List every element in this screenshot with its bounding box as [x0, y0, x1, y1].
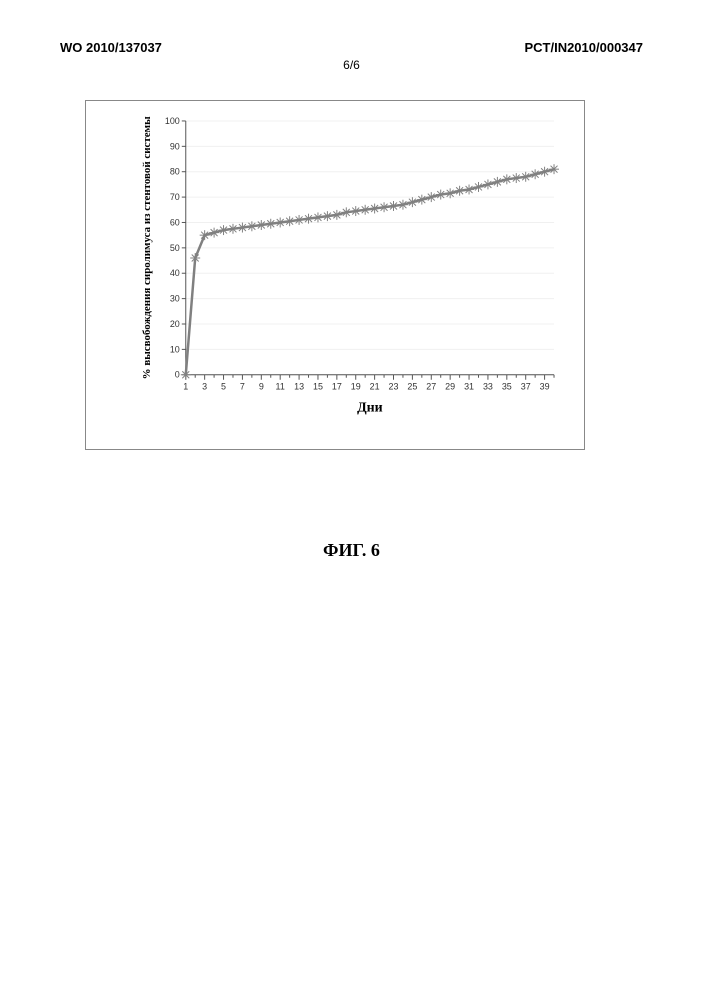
svg-text:90: 90	[170, 141, 180, 151]
svg-text:11: 11	[276, 382, 285, 392]
svg-text:13: 13	[294, 382, 304, 392]
svg-text:29: 29	[445, 382, 455, 392]
svg-text:9: 9	[259, 382, 264, 392]
svg-text:33: 33	[483, 382, 493, 392]
svg-text:30: 30	[170, 294, 180, 304]
svg-text:20: 20	[170, 319, 180, 329]
svg-text:50: 50	[170, 243, 180, 253]
header-left: WO 2010/137037	[60, 40, 162, 55]
svg-text:15: 15	[313, 382, 323, 392]
svg-text:35: 35	[502, 382, 512, 392]
svg-text:100: 100	[165, 116, 180, 126]
svg-text:39: 39	[540, 382, 550, 392]
svg-text:0: 0	[175, 370, 180, 380]
svg-text:27: 27	[426, 382, 436, 392]
figure-caption: ФИГ. 6	[0, 540, 703, 561]
svg-text:3: 3	[202, 382, 207, 392]
svg-text:37: 37	[521, 382, 531, 392]
svg-text:10: 10	[170, 344, 180, 354]
svg-text:Дни: Дни	[357, 401, 383, 416]
header-right: PCT/IN2010/000347	[524, 40, 643, 55]
svg-text:7: 7	[240, 382, 245, 392]
page-number: 6/6	[0, 58, 703, 72]
svg-text:31: 31	[464, 382, 474, 392]
svg-text:21: 21	[370, 382, 380, 392]
svg-text:23: 23	[389, 382, 399, 392]
chart-container: 0102030405060708090100135791113151719212…	[85, 100, 585, 450]
svg-text:% высвобождения сиролимуса из: % высвобождения сиролимуса из стентовой …	[141, 116, 153, 379]
release-chart: 0102030405060708090100135791113151719212…	[136, 111, 564, 420]
svg-text:25: 25	[407, 382, 417, 392]
svg-text:80: 80	[170, 167, 180, 177]
svg-text:17: 17	[332, 382, 342, 392]
svg-text:60: 60	[170, 217, 180, 227]
svg-text:1: 1	[183, 382, 188, 392]
svg-text:19: 19	[351, 382, 361, 392]
svg-text:40: 40	[170, 268, 180, 278]
svg-text:70: 70	[170, 192, 180, 202]
svg-text:5: 5	[221, 382, 226, 392]
